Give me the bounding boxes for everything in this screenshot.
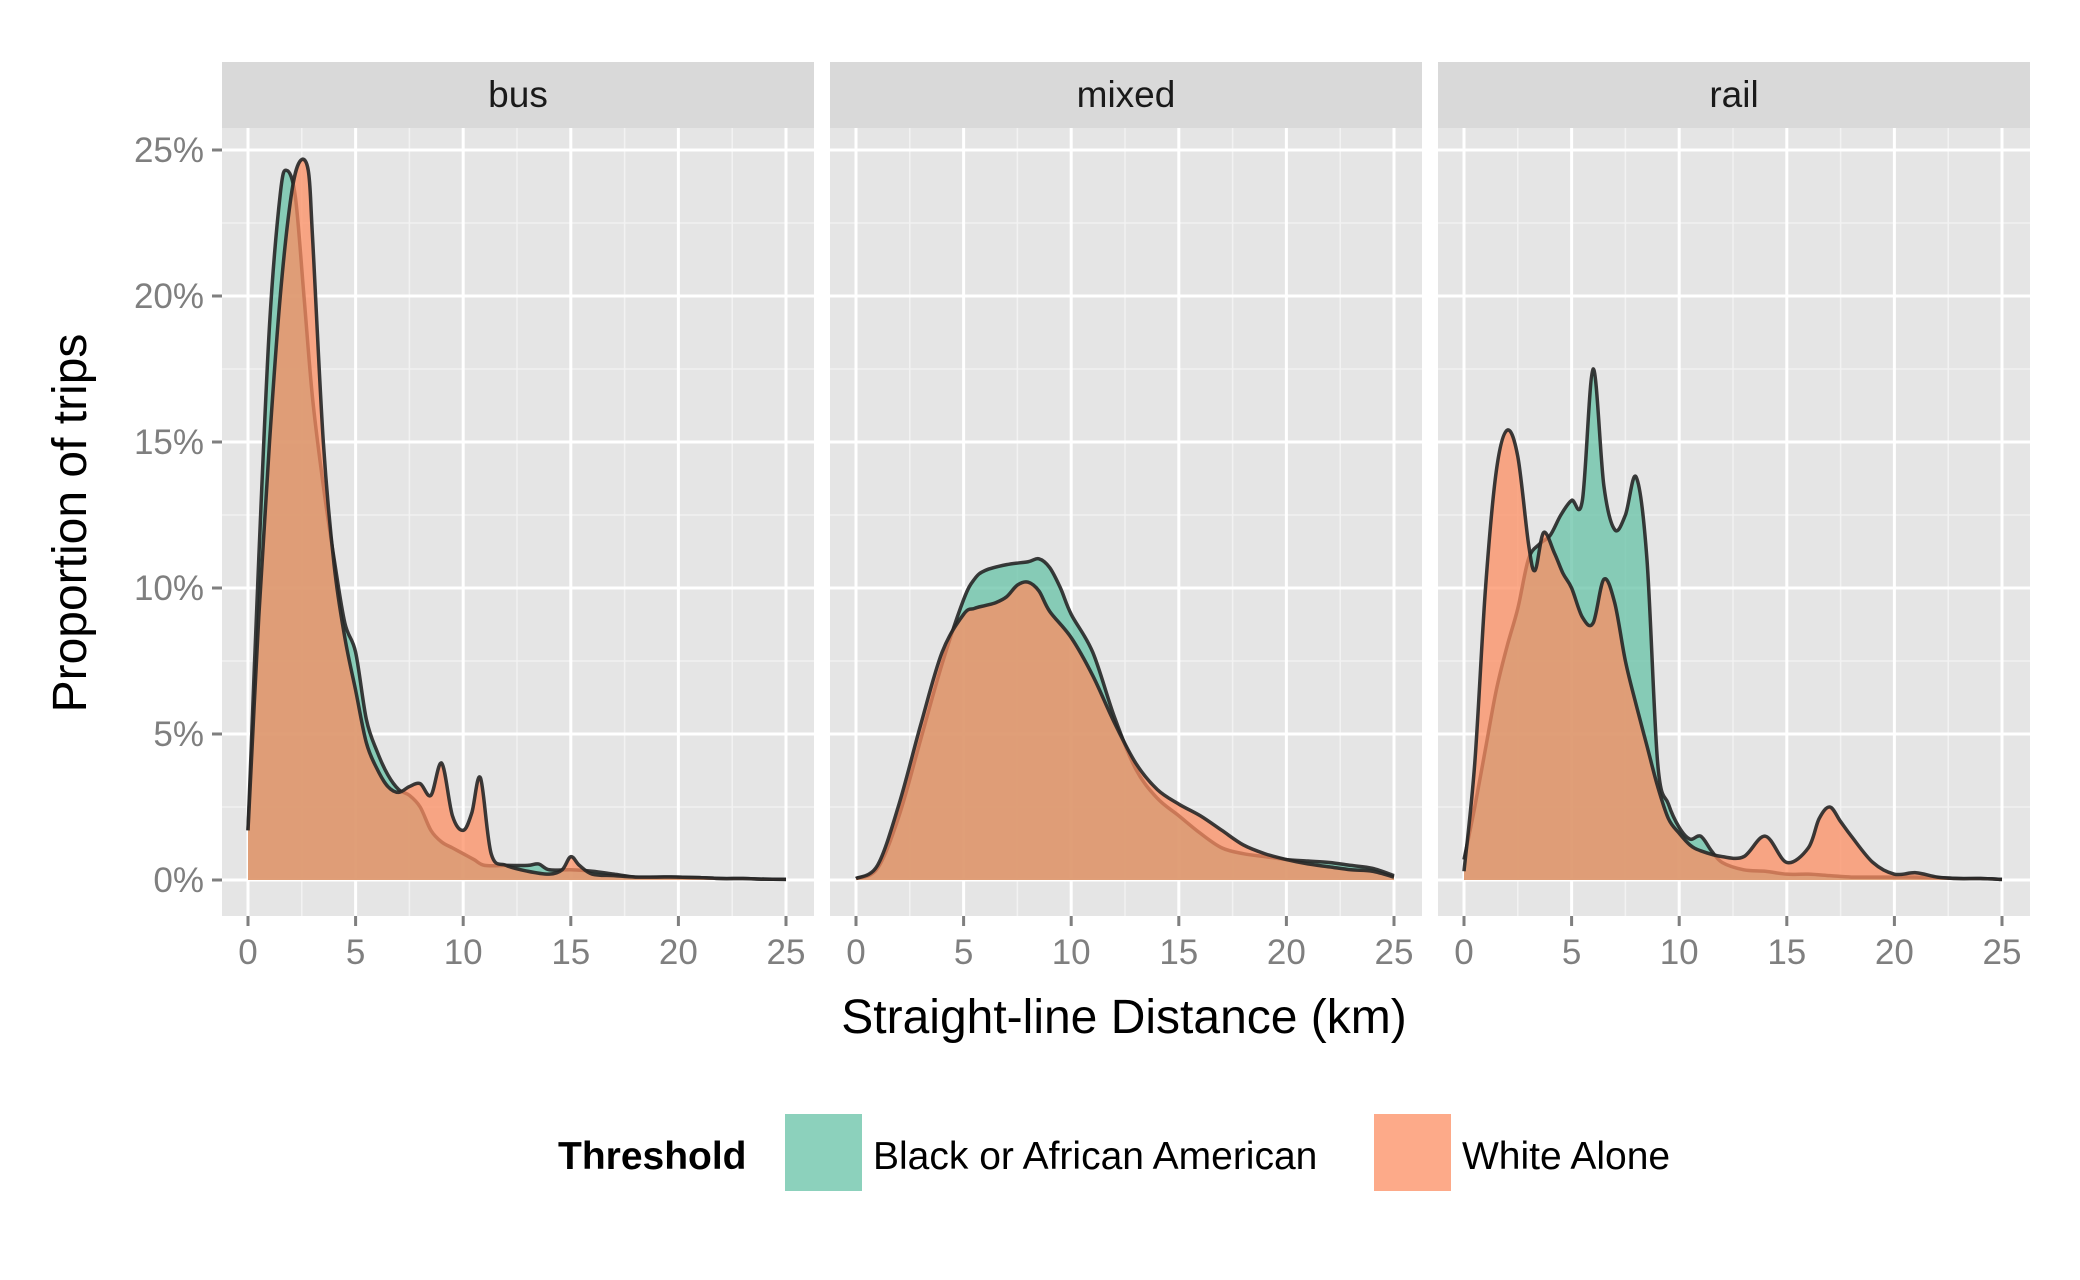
- y-tick-label: 10%: [134, 569, 204, 608]
- density-line-rail-white-alone: [1462, 428, 2003, 882]
- x-tick-label: 0: [1454, 933, 1473, 972]
- x-tick-label: 20: [1267, 933, 1306, 972]
- x-tick-label: 0: [238, 933, 257, 972]
- x-axis-title: Straight-line Distance (km): [841, 991, 1407, 1044]
- density-area-mixed-white-alone: [856, 581, 1394, 880]
- y-axis-title: Proportion of trips: [44, 334, 97, 713]
- x-tick-label: 10: [1052, 933, 1091, 972]
- x-tick-label: 25: [767, 933, 806, 972]
- x-axis-mixed: 0 5 10 15 20 25: [846, 916, 1413, 972]
- strip-bus: [222, 62, 814, 128]
- x-tick-label: 0: [846, 933, 865, 972]
- legend-title: Threshold: [558, 1135, 747, 1178]
- legend-label-black: Black or African American: [873, 1135, 1317, 1178]
- density-line-bus-white-alone: [246, 157, 787, 882]
- x-tick-label: 15: [1767, 933, 1806, 972]
- panel-bus: bus: [222, 62, 814, 916]
- strip-rail: [1438, 62, 2030, 128]
- strip-label-rail: rail: [1709, 74, 1758, 115]
- density-line-mixed-white-alone: [855, 580, 1395, 881]
- x-tick-label: 5: [346, 933, 365, 972]
- x-tick-label: 15: [1159, 933, 1198, 972]
- y-tick-label: 0%: [153, 861, 204, 900]
- x-tick-label: 10: [444, 933, 483, 972]
- x-tick-label: 5: [1562, 933, 1581, 972]
- x-tick-label: 20: [659, 933, 698, 972]
- legend-label-white: White Alone: [1462, 1135, 1670, 1178]
- density-area-rail-white-alone: [1464, 429, 2002, 880]
- x-tick-label: 25: [1983, 933, 2022, 972]
- panel-mixed: mixed: [830, 62, 1422, 916]
- y-axis: 0% 5% 10% 15% 20% 25%: [134, 131, 222, 900]
- legend-swatch-black: [785, 1114, 862, 1191]
- strip-label-bus: bus: [488, 74, 548, 115]
- strip-mixed: [830, 62, 1422, 128]
- legend-swatch-white: [1374, 1114, 1451, 1191]
- panel-rail: rail: [1438, 62, 2030, 916]
- x-tick-label: 20: [1875, 933, 1914, 972]
- y-tick-label: 5%: [153, 715, 204, 754]
- x-tick-label: 15: [551, 933, 590, 972]
- strip-label-mixed: mixed: [1077, 74, 1176, 115]
- y-tick-label: 20%: [134, 277, 204, 316]
- density-area-bus-white-alone: [248, 159, 786, 880]
- x-axis-rail: 0 5 10 15 20 25: [1454, 916, 2021, 972]
- y-tick-label: 15%: [134, 423, 204, 462]
- x-tick-label: 25: [1375, 933, 1414, 972]
- panels-layer: bus mixed rail: [222, 62, 2030, 916]
- x-axes: 0 5 10 15 20 25 0 5 10 15 20 25 0 5 10 15 20 25: [238, 916, 2021, 972]
- x-tick-label: 10: [1660, 933, 1699, 972]
- legend: Threshold Black or African American Whit…: [558, 1114, 1670, 1191]
- x-tick-label: 5: [954, 933, 973, 972]
- x-axis-bus: 0 5 10 15 20 25: [238, 916, 805, 972]
- y-tick-label: 25%: [134, 131, 204, 170]
